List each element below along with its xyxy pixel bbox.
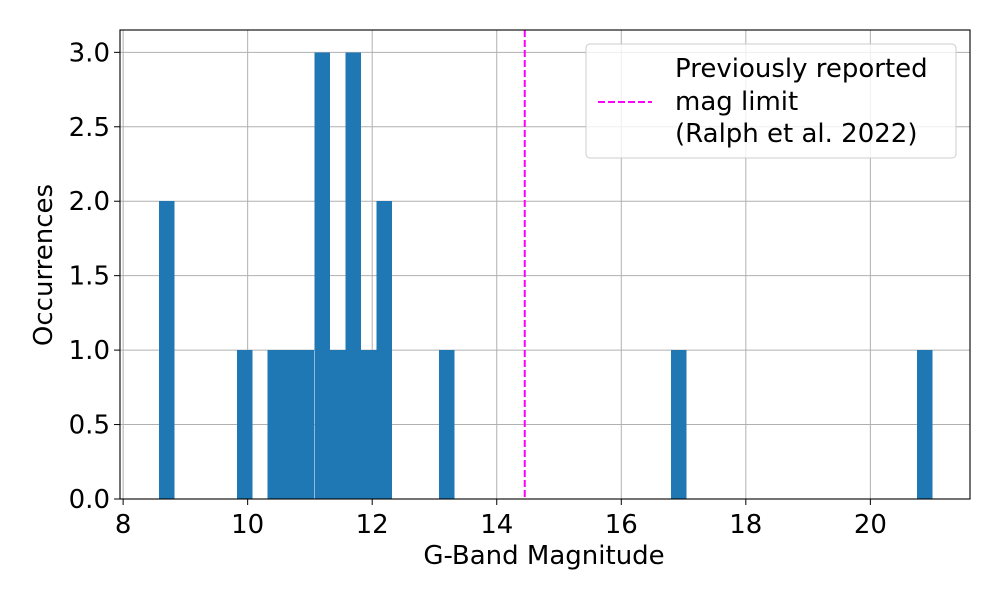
plot-frame [119,29,971,500]
histogram-bar [237,350,253,499]
x-tick-label: 20 [854,510,887,540]
x-axis-ticks: 8 10 12 14 16 18 20 [115,499,887,540]
y-tick-label: 0.5 [69,411,110,441]
histogram-bar [917,350,933,499]
legend-box [585,43,957,159]
legend-label-line-3: (Ralph et al. 2022) [675,119,918,149]
histogram-bar [345,52,361,499]
histogram-bars [159,52,933,499]
histogram-bar [283,350,299,499]
histogram-bar [671,350,687,499]
legend: Previously reported mag limit (Ralph et … [585,43,957,159]
legend-label-line-1: Previously reported [675,54,928,84]
histogram-bar [376,201,393,499]
histogram-bar [267,350,284,499]
y-tick-label: 2.5 [69,113,110,143]
y-tick-label: 2.0 [69,187,110,217]
x-tick-label: 12 [356,510,389,540]
y-tick-label: 1.5 [69,262,110,292]
x-tick-label: 14 [480,510,513,540]
y-tick-label: 0.0 [69,485,110,515]
y-tick-label: 1.0 [69,336,110,366]
histogram-bar [314,52,330,499]
x-tick-label: 10 [231,510,264,540]
x-tick-label: 18 [729,510,762,540]
y-axis-title: Occurrences [29,184,59,346]
histogram-bar [298,350,315,499]
y-axis-ticks: 0.0 0.5 1.0 1.5 2.0 2.5 3.0 [69,38,120,515]
x-axis-title: G-Band Magnitude [423,541,664,571]
x-tick-label: 16 [605,510,638,540]
histogram-bar [360,350,377,499]
x-tick-label: 8 [115,510,132,540]
histogram-bar [159,201,175,499]
histogram-bar [438,350,455,499]
legend-label-line-2: mag limit [675,87,798,117]
y-tick-label: 3.0 [69,38,110,68]
histogram-bar [329,350,346,499]
